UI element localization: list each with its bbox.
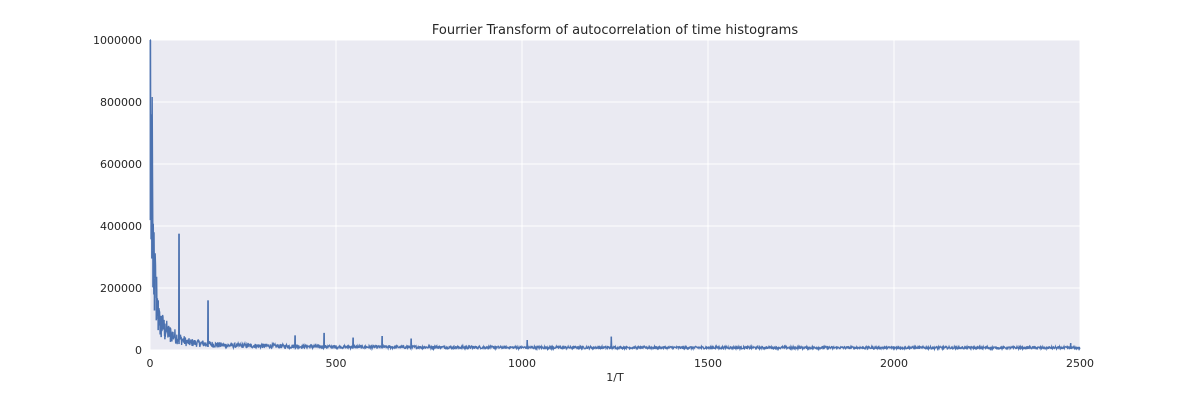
- y-tick-label: 600000: [100, 158, 142, 171]
- peak-markers: [149, 40, 1072, 349]
- y-tick-label: 0: [135, 344, 142, 357]
- series-line: [149, 39, 1081, 352]
- plot-area: [150, 40, 1080, 350]
- x-tick-label: 1000: [508, 357, 536, 370]
- tick-labels: 0 500 1000 1500 2000 2500 0 200000 400000 600000 8…: [93, 34, 1094, 370]
- y-tick-label: 1000000: [93, 34, 142, 47]
- y-tick-label: 200000: [100, 282, 142, 295]
- x-tick-label: 500: [326, 357, 347, 370]
- y-tick-label: 400000: [100, 220, 142, 233]
- x-axis-label: 1/T: [606, 371, 624, 384]
- y-tick-label: 800000: [100, 96, 142, 109]
- x-tick-label: 1500: [694, 357, 722, 370]
- grid-lines: [149, 39, 1081, 351]
- x-tick-label: 2000: [880, 357, 908, 370]
- chart-title: Fourrier Transform of autocorrelation of…: [432, 23, 798, 38]
- x-tick-label: 0: [147, 357, 154, 370]
- x-tick-label: 2500: [1066, 357, 1094, 370]
